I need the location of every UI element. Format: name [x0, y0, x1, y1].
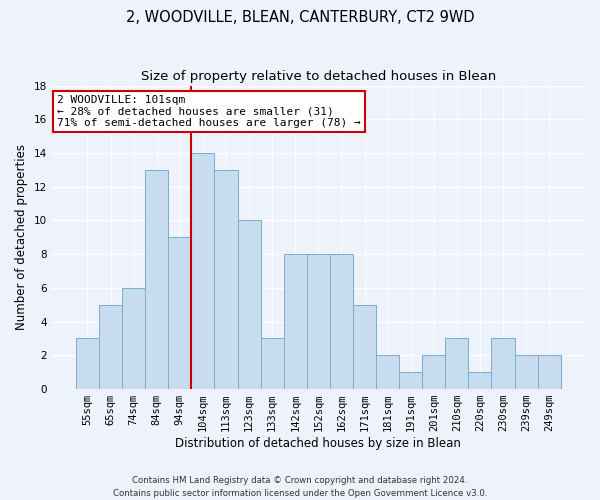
Bar: [191, 153, 214, 389]
X-axis label: Distribution of detached houses by size in Blean: Distribution of detached houses by size …: [175, 437, 461, 450]
Bar: [238, 220, 260, 389]
Bar: [376, 356, 399, 389]
Bar: [422, 356, 445, 389]
Text: Contains HM Land Registry data © Crown copyright and database right 2024.
Contai: Contains HM Land Registry data © Crown c…: [113, 476, 487, 498]
Bar: [122, 288, 145, 389]
Bar: [330, 254, 353, 389]
Bar: [76, 338, 99, 389]
Bar: [445, 338, 469, 389]
Bar: [491, 338, 515, 389]
Bar: [214, 170, 238, 389]
Y-axis label: Number of detached properties: Number of detached properties: [15, 144, 28, 330]
Bar: [284, 254, 307, 389]
Bar: [538, 356, 561, 389]
Text: 2, WOODVILLE, BLEAN, CANTERBURY, CT2 9WD: 2, WOODVILLE, BLEAN, CANTERBURY, CT2 9WD: [125, 10, 475, 25]
Text: 2 WOODVILLE: 101sqm
← 28% of detached houses are smaller (31)
71% of semi-detach: 2 WOODVILLE: 101sqm ← 28% of detached ho…: [57, 94, 361, 128]
Bar: [307, 254, 330, 389]
Title: Size of property relative to detached houses in Blean: Size of property relative to detached ho…: [141, 70, 496, 83]
Bar: [145, 170, 168, 389]
Bar: [260, 338, 284, 389]
Bar: [515, 356, 538, 389]
Bar: [469, 372, 491, 389]
Bar: [168, 238, 191, 389]
Bar: [99, 305, 122, 389]
Bar: [399, 372, 422, 389]
Bar: [353, 305, 376, 389]
